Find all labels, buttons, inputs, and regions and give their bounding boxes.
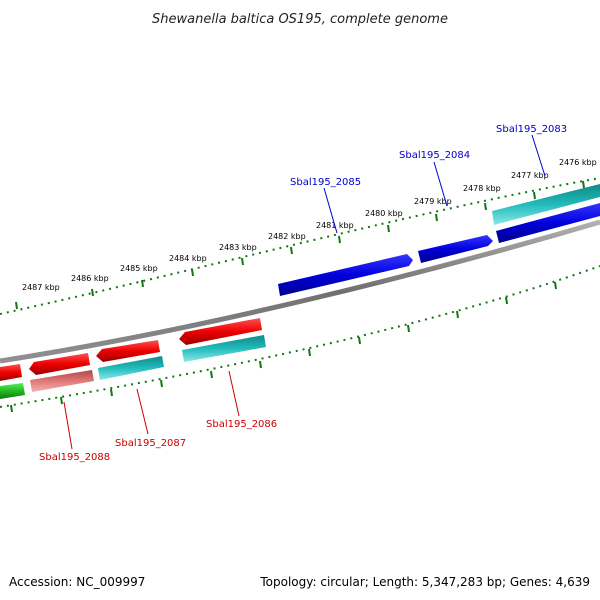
genome-summary-text: Topology: circular; Length: 5,347,283 bp… — [259, 575, 590, 589]
forward-cds — [492, 184, 600, 225]
outer-major-ticks — [15, 180, 585, 310]
gene-label: Sbal195_2086 — [206, 419, 277, 430]
scale-label: 2483 kbp — [219, 243, 257, 252]
gene-arrow — [179, 318, 262, 345]
genome-backbone — [0, 219, 600, 364]
gene-arrow — [96, 340, 160, 362]
gene-label: Sbal195_2087 — [115, 438, 186, 449]
gene-arrow — [418, 235, 493, 263]
cds-block — [30, 370, 94, 392]
outer-scale-ring — [0, 177, 600, 315]
gene-arrow — [496, 203, 600, 243]
scale-labels: 2476 kbp 2477 kbp 2478 kbp 2479 kbp 2480… — [22, 158, 597, 292]
scale-label: 2477 kbp — [511, 171, 549, 180]
cds-block — [492, 184, 600, 225]
gene-arrow — [278, 254, 413, 296]
gene-label: Sbal195_2085 — [290, 177, 361, 188]
cds-block — [0, 383, 25, 399]
forward-genes — [278, 203, 600, 296]
inner-major-ticks — [10, 281, 557, 413]
gene-label: Sbal195_2088 — [39, 452, 110, 463]
scale-label: 2482 kbp — [268, 232, 306, 241]
scale-label: 2484 kbp — [169, 254, 207, 263]
scale-label: 2478 kbp — [463, 184, 501, 193]
cds-block — [182, 335, 266, 362]
reverse-label-leaders — [63, 370, 240, 450]
map-title: Shewanella baltica OS195, complete genom… — [152, 12, 448, 27]
reverse-cds — [0, 335, 266, 399]
scale-label: 2479 kbp — [414, 197, 452, 206]
scale-label: 2480 kbp — [365, 209, 403, 218]
gene-label: Sbal195_2083 — [496, 124, 567, 135]
scale-label: 2486 kbp — [71, 274, 109, 283]
gene-arrow — [0, 364, 22, 381]
cds-block — [98, 356, 164, 380]
accession-text: Accession: NC_009997 — [9, 575, 145, 589]
scale-label: 2485 kbp — [120, 264, 158, 273]
reverse-genes — [0, 318, 262, 381]
forward-label-leaders — [323, 134, 546, 234]
gene-label: Sbal195_2084 — [399, 150, 470, 161]
scale-label: 2476 kbp — [559, 158, 597, 167]
scale-label: 2487 kbp — [22, 283, 60, 292]
gene-arrow — [29, 353, 90, 375]
